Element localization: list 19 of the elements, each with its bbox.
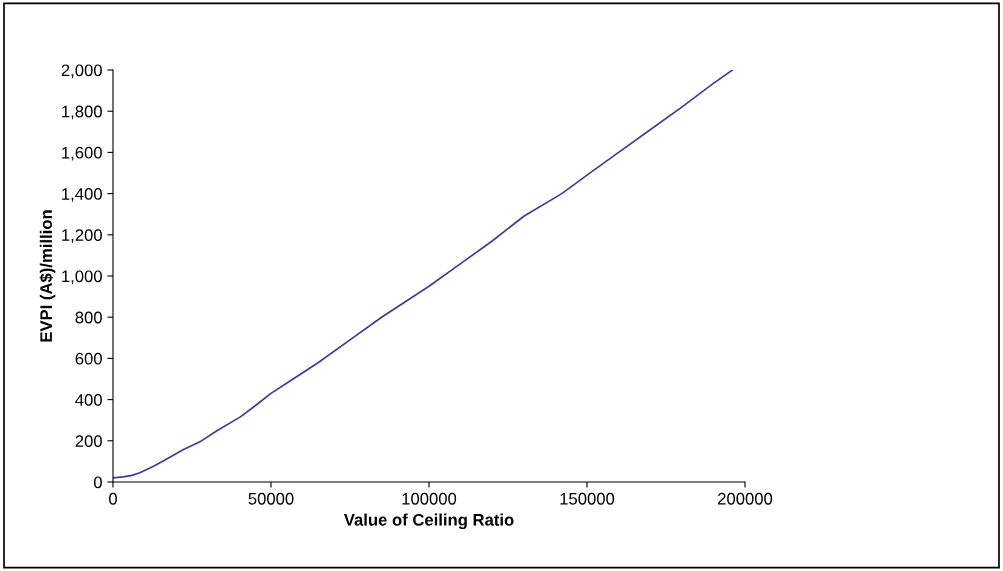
x-tick-label: 200000 <box>718 492 773 505</box>
y-tick-label: 1,800 <box>62 105 102 120</box>
y-tick-label: 400 <box>75 394 102 406</box>
y-tick-label: 800 <box>75 311 102 324</box>
x-tick-label: 0 <box>109 492 117 505</box>
y-tick-label: 600 <box>75 352 102 365</box>
y-tick-label: 200 <box>75 435 102 447</box>
y-axis-title: EVPI (A$)/million <box>39 210 56 342</box>
y-tick-label: 1,000 <box>62 270 102 285</box>
y-tick-label: 1,600 <box>62 146 102 161</box>
line-series <box>113 70 734 479</box>
y-tick-label: 1,400 <box>62 188 102 202</box>
x-tick-label: 150000 <box>560 492 615 505</box>
y-tick-label: 2,000 <box>61 64 102 79</box>
x-tick-label: 100000 <box>402 492 457 505</box>
y-tick-label: 0 <box>93 476 102 489</box>
x-axis-title: Value of Ceiling Ratio <box>343 513 514 530</box>
y-tick-label: 1,200 <box>62 229 102 243</box>
x-tick-label: 50000 <box>248 492 294 505</box>
